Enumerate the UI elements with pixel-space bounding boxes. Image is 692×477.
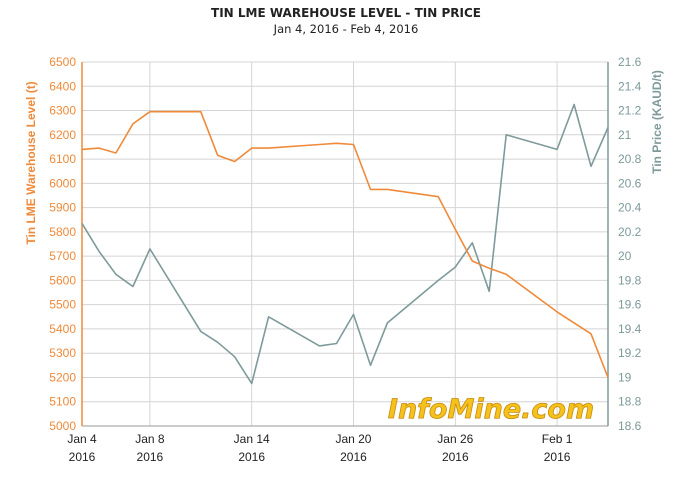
- infomine-watermark: InfoMine.com: [388, 394, 594, 425]
- right-tick-label: 20.4: [618, 201, 642, 215]
- right-tick-label: 18.8: [618, 395, 642, 409]
- x-tick-year: 2016: [238, 450, 265, 464]
- left-tick-label: 5500: [49, 298, 76, 312]
- x-tick-year: 2016: [137, 450, 164, 464]
- right-tick-label: 20.8: [618, 152, 642, 166]
- left-axis-ticks: 5000 5100 5200 5300 5400 5500 5600 5700 5800 5900…: [49, 55, 76, 433]
- x-tick-year: 2016: [442, 450, 469, 464]
- x-tick-label: Jan 26: [437, 432, 473, 446]
- left-tick-label: 5100: [49, 395, 76, 409]
- chart-title: TIN LME WAREHOUSE LEVEL - TIN PRICE: [211, 6, 481, 20]
- right-tick-label: 21.2: [618, 104, 642, 118]
- left-axis-label: Tin LME Warehouse Level (t): [24, 81, 38, 244]
- left-tick-label: 6500: [49, 55, 76, 69]
- right-tick-label: 19.6: [618, 298, 642, 312]
- x-tick-label: Feb 1: [542, 432, 573, 446]
- left-tick-label: 6000: [49, 176, 76, 190]
- left-tick-label: 5000: [49, 419, 76, 433]
- x-tick-label: Jan 4: [67, 432, 97, 446]
- right-tick-label: 21.4: [618, 79, 642, 93]
- left-tick-label: 5900: [49, 201, 76, 215]
- grid: [81, 61, 609, 427]
- right-tick-label: 19.4: [618, 322, 642, 336]
- x-axis-ticks: Jan 4 2016 Jan 8 2016 Jan 14 2016 Jan 20 2016 Ja…: [67, 432, 572, 464]
- left-tick-label: 5700: [49, 249, 76, 263]
- x-tick-label: Jan 8: [135, 432, 165, 446]
- right-tick-label: 20.2: [618, 225, 642, 239]
- left-tick-label: 5400: [49, 322, 76, 336]
- right-tick-label: 19.2: [618, 346, 642, 360]
- left-tick-label: 5800: [49, 225, 76, 239]
- plot-marks: [81, 103, 609, 385]
- x-tick-year: 2016: [69, 450, 96, 464]
- right-tick-label: 19.8: [618, 273, 642, 287]
- right-tick-label: 21.6: [618, 55, 642, 69]
- left-tick-label: 5300: [49, 346, 76, 360]
- right-tick-label: 18.6: [618, 419, 642, 433]
- right-tick-label: 20: [618, 249, 632, 263]
- left-tick-label: 6400: [49, 79, 76, 93]
- left-tick-label: 6100: [49, 152, 76, 166]
- chart-subtitle: Jan 4, 2016 - Feb 4, 2016: [273, 22, 419, 36]
- left-tick-label: 6200: [49, 128, 76, 142]
- right-axis-label: Tin Price (KAUD/t): [650, 70, 664, 174]
- tin-price-line: [81, 103, 609, 385]
- warehouse-level-line: [81, 110, 609, 378]
- right-tick-label: 21: [618, 128, 632, 142]
- right-tick-label: 19: [618, 370, 632, 384]
- right-tick-label: 20.6: [618, 176, 642, 190]
- right-axis-ticks: 18.6 18.8 19 19.2 19.4 19.6 19.8 20 20.2 20.4 20.6…: [618, 55, 642, 433]
- x-tick-label: Jan 14: [234, 432, 270, 446]
- x-tick-label: Jan 20: [335, 432, 371, 446]
- x-tick-year: 2016: [544, 450, 571, 464]
- left-tick-label: 5600: [49, 273, 76, 287]
- left-tick-label: 5200: [49, 370, 76, 384]
- x-tick-year: 2016: [340, 450, 367, 464]
- left-tick-label: 6300: [49, 104, 76, 118]
